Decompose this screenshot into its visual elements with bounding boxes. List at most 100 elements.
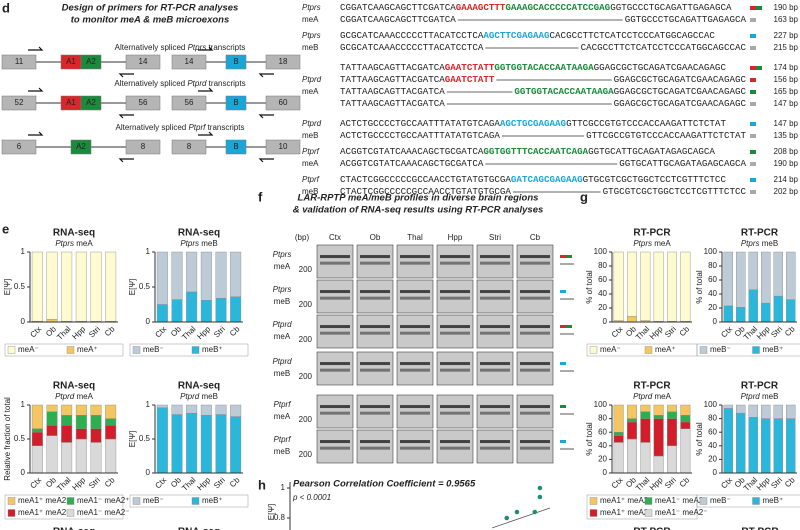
gel-band: [320, 331, 350, 335]
transcript-label: Alternatively spliced Ptprd transcripts: [114, 79, 245, 88]
bar-segment: [156, 251, 168, 305]
marker: [750, 122, 756, 126]
bar-segment: [90, 442, 102, 474]
gel-lane: [476, 314, 514, 349]
y-tick-label: 1: [146, 400, 151, 409]
gel-marker: [560, 405, 566, 408]
lane-label: Hpp: [448, 233, 463, 242]
gel-band: [360, 296, 390, 300]
panel-letter: g: [580, 189, 588, 204]
gel-band: [520, 331, 550, 335]
legend-label: meB⁻: [143, 496, 164, 505]
bar-segment: [31, 432, 43, 447]
sequence: TATTAAGCAGTTACGATCAGAATCTATTGGTGGTACACCA…: [340, 62, 726, 73]
gel-band: [400, 261, 430, 265]
chart-title: RT-PCR: [741, 228, 779, 239]
gel-band: [360, 368, 390, 372]
gel-lane: [516, 394, 554, 429]
gel-band: [480, 440, 510, 444]
x-tick-label: Ctx: [28, 476, 43, 491]
bar-segment: [75, 438, 87, 474]
gel-marker: [566, 325, 572, 328]
bar-segment: [230, 416, 242, 474]
y-tick-label: 40: [708, 289, 717, 298]
y-axis-label: % of total: [585, 270, 594, 304]
y-tick-label: 0: [21, 317, 26, 326]
text-span: Ptprs: [55, 239, 74, 248]
gel-band: [320, 411, 350, 415]
y-tick-label: 1: [146, 247, 151, 256]
y-tick-label: 40: [708, 441, 717, 450]
legend-frame: [4, 494, 124, 520]
bar-segment: [215, 298, 227, 323]
text-span: GGTGGTACACCAATAAGA: [514, 86, 614, 97]
gel-band: [360, 362, 390, 366]
chart-title: RNA-seq: [53, 381, 95, 392]
text-span: Ptprs: [273, 285, 292, 294]
bar-segment: [680, 415, 691, 423]
primer: [28, 46, 44, 51]
sequence: TATTAAGCAGTTACGATCA: [340, 98, 445, 109]
bar-segment: [640, 442, 651, 474]
legend-swatch: [699, 346, 708, 354]
text-span: meB: [201, 239, 217, 248]
legend-swatch: [644, 509, 653, 517]
y-tick-label: 0.5: [139, 434, 151, 443]
gel-band: [400, 362, 430, 366]
sequence: GGAGCGCTGCAGATCGAACAGAGC: [614, 74, 747, 85]
product-size: 208 bp: [774, 147, 799, 156]
legend-frame: [129, 494, 249, 508]
chart-title: RNA-seq: [178, 527, 220, 530]
seq-isoform: meB: [302, 131, 318, 140]
exon: [265, 95, 301, 111]
gel-band: [520, 411, 550, 415]
marker: [750, 66, 756, 70]
bar-segment: [723, 404, 733, 409]
bar-segment: [736, 251, 746, 308]
bar-segment: [653, 251, 664, 322]
legend-label: meB⁻: [143, 345, 164, 354]
gel-lane: [316, 394, 354, 429]
legend-swatch: [7, 346, 16, 354]
y-axis-label: % of total: [695, 422, 704, 456]
bar-segment: [613, 251, 624, 321]
text-span: GGAGCGCTGCAGATCGAACAGAGC: [594, 62, 727, 73]
bar-segment: [667, 251, 678, 322]
gel-lane: [316, 279, 354, 314]
bar-segment: [667, 411, 678, 419]
bar-segment: [31, 251, 43, 322]
exon: [1, 54, 37, 70]
gel-lane: [436, 314, 474, 349]
y-tick-label: 60: [708, 275, 717, 284]
text-span: GGTGCATTGCAGATAGAGCAGCA: [588, 146, 715, 157]
x-tick-label: Cb: [228, 475, 242, 489]
primer: [118, 73, 134, 78]
sequence: GCGCATCAAACCCCCTTACATCCTCA: [340, 42, 484, 53]
transcript-label: Alternatively spliced Ptprf transcripts: [116, 123, 245, 132]
text-span: Ptprd: [272, 320, 292, 329]
y-tick-label: 20: [598, 455, 607, 464]
exon: [80, 95, 102, 111]
panel-letter: e: [2, 221, 9, 236]
exon-label: B: [233, 57, 238, 66]
marker: [750, 90, 756, 94]
bar-segment: [215, 404, 227, 415]
marker: [750, 78, 756, 82]
text-span: ACTCTGCCCCTGCCAATTTATATGTCAGA: [340, 118, 500, 129]
text-span: Ptprd: [55, 392, 75, 401]
marker: [750, 190, 756, 194]
x-tick-label: Stri: [212, 475, 227, 490]
gene-isoform: Ptprd meB: [180, 392, 218, 401]
marker: [750, 102, 756, 106]
y-tick-label: 100: [594, 247, 608, 256]
product-size: 147 bp: [774, 119, 799, 128]
gel-lane: [436, 394, 474, 429]
gel-lane: [316, 351, 354, 386]
text-span: GGTGCATTGCAGATAGAGCAGCA: [619, 158, 746, 169]
text-span: AGCTTCGAGAAG: [483, 30, 550, 41]
panel-letter: f: [258, 189, 263, 204]
exon-label: 60: [279, 98, 288, 107]
text-span: GCGCATCAAACCCCCTTACATCCTCA: [340, 42, 484, 53]
bar-segment: [667, 418, 678, 447]
bar-segment: [786, 418, 796, 474]
